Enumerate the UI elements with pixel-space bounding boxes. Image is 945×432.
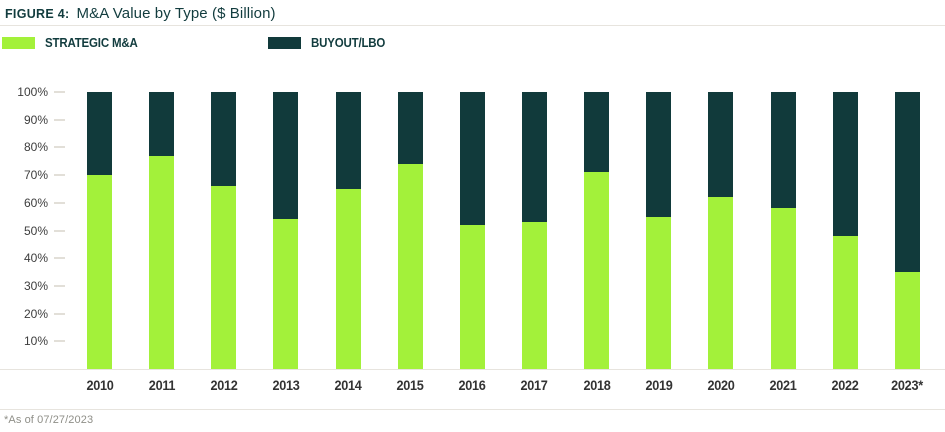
- y-axis-tick-mark: [54, 91, 65, 93]
- bar-segment-buyout-lbo: [521, 92, 547, 223]
- legend-label: BUYOUT/LBO: [311, 36, 386, 50]
- footnote: *As of 07/27/2023: [4, 414, 94, 426]
- y-axis-tick-label: 20%: [23, 306, 48, 321]
- bar-segment-buyout-lbo: [273, 92, 299, 220]
- footer-divider: [0, 409, 945, 410]
- bar-segment-buyout-lbo: [708, 92, 734, 198]
- y-axis-tick-mark: [54, 257, 65, 260]
- bar-segment-buyout-lbo: [832, 92, 858, 237]
- bar-segment-strategic-ma: [708, 197, 734, 369]
- bar-segment-buyout-lbo: [894, 92, 920, 273]
- bar-2010: 2010: [86, 92, 113, 393]
- bar-segment-strategic-ma: [894, 272, 920, 369]
- bar-segment-strategic-ma: [584, 172, 610, 369]
- y-axis-tick-mark: [54, 284, 65, 287]
- x-axis-tick-label: 2022: [831, 378, 859, 393]
- x-axis-tick-label: 2012: [210, 378, 238, 393]
- bar-segment-strategic-ma: [832, 236, 858, 369]
- bars-container: 2010 2011 2012 2013 2014 2015 2016 2017 2018 2019…: [86, 92, 923, 393]
- bar-segment-strategic-ma: [335, 188, 361, 369]
- bar-2014: 2014: [335, 92, 362, 393]
- chart-legend: STRATEGIC M&A BUYOUT/LBO: [0, 36, 945, 52]
- bar-segment-strategic-ma: [273, 219, 299, 369]
- bar-2018: 2018: [583, 92, 610, 393]
- x-axis-tick-label: 2018: [583, 378, 611, 393]
- bar-segment-buyout-lbo: [584, 92, 610, 173]
- y-axis-tick-label: 60%: [23, 195, 48, 210]
- bar-2016: 2016: [459, 92, 486, 393]
- chart-plot-area: 100% 90% 80% 70% 60% 50% 40% 30% 20% 10% 2010 2011…: [0, 85, 945, 393]
- bar-segment-strategic-ma: [459, 224, 485, 369]
- x-axis-tick-label: 2023*: [891, 378, 924, 393]
- bar-segment-buyout-lbo: [770, 92, 796, 209]
- x-axis-tick-label: 2017: [520, 378, 549, 393]
- bar-segment-buyout-lbo: [87, 92, 112, 176]
- bar-2023: 2023*: [891, 92, 923, 393]
- y-axis-tick-label: 100%: [17, 85, 48, 99]
- x-axis-line: [0, 369, 945, 370]
- bar-segment-buyout-lbo: [211, 92, 237, 187]
- bar-segment-buyout-lbo: [335, 92, 361, 189]
- bar-segment-buyout-lbo: [149, 92, 175, 156]
- y-axis-tick-label: 90%: [23, 112, 48, 127]
- bar-segment-buyout-lbo: [459, 92, 485, 225]
- figure-label: FIGURE 4:: [5, 7, 70, 21]
- figure-header: FIGURE 4: M&A Value by Type ($ Billion): [5, 5, 276, 23]
- bar-2021: 2021: [769, 92, 797, 393]
- x-axis-tick-label: 2020: [707, 378, 735, 393]
- bar-segment-strategic-ma: [211, 186, 237, 369]
- y-axis-tick-label: 50%: [23, 223, 48, 238]
- y-axis-tick-label: 70%: [23, 168, 48, 183]
- legend-swatch-icon: [2, 37, 35, 49]
- y-axis-tick-mark: [54, 312, 65, 315]
- bar-segment-strategic-ma: [397, 164, 423, 369]
- bar-segment-strategic-ma: [521, 222, 547, 369]
- y-axis-tick-label: 30%: [23, 278, 48, 293]
- bar-2022: 2022: [832, 92, 859, 393]
- legend-item-1: BUYOUT/LBO: [268, 36, 392, 50]
- bar-segment-strategic-ma: [87, 175, 112, 369]
- y-axis-tick-mark: [54, 340, 65, 343]
- x-axis-tick-label: 2019: [645, 378, 673, 393]
- bar-2017: 2017: [521, 92, 548, 393]
- x-axis-tick-label: 2014: [334, 378, 362, 393]
- y-axis-tick-label: 40%: [23, 251, 48, 266]
- bar-segment-strategic-ma: [646, 216, 672, 369]
- y-axis-tick-mark: [54, 174, 65, 177]
- y-axis-tick-label: 80%: [23, 140, 48, 155]
- bar-2013: 2013: [272, 92, 300, 393]
- bar-segment-buyout-lbo: [397, 92, 423, 165]
- y-axis-tick-mark: [54, 146, 65, 149]
- bar-2019: 2019: [645, 92, 673, 393]
- bar-segment-buyout-lbo: [646, 92, 672, 217]
- bar-2012: 2012: [210, 92, 238, 393]
- bar-segment-strategic-ma: [149, 155, 175, 369]
- x-axis-tick-label: 2010: [85, 378, 114, 393]
- y-axis-tick-mark: [54, 201, 65, 204]
- bar-2011: 2011: [148, 92, 175, 393]
- header-divider: [0, 25, 945, 26]
- legend-swatch-icon: [268, 37, 301, 49]
- y-axis-tick-mark: [54, 118, 65, 121]
- x-axis-tick-label: 2021: [769, 378, 797, 393]
- bar-segment-strategic-ma: [770, 208, 796, 369]
- bar-2015: 2015: [397, 92, 424, 393]
- page-title: M&A Value by Type ($ Billion): [76, 5, 276, 22]
- y-axis-tick-mark: [54, 229, 65, 232]
- x-axis-tick-label: 2011: [148, 378, 175, 393]
- x-axis-tick-label: 2013: [272, 378, 300, 393]
- legend-label: STRATEGIC M&A: [45, 36, 138, 50]
- x-axis-tick-label: 2016: [458, 378, 486, 393]
- bar-2020: 2020: [707, 92, 735, 393]
- x-axis-tick-label: 2015: [396, 378, 424, 393]
- legend-item-0: STRATEGIC M&A: [2, 36, 146, 50]
- y-axis-tick-label: 10%: [23, 334, 48, 349]
